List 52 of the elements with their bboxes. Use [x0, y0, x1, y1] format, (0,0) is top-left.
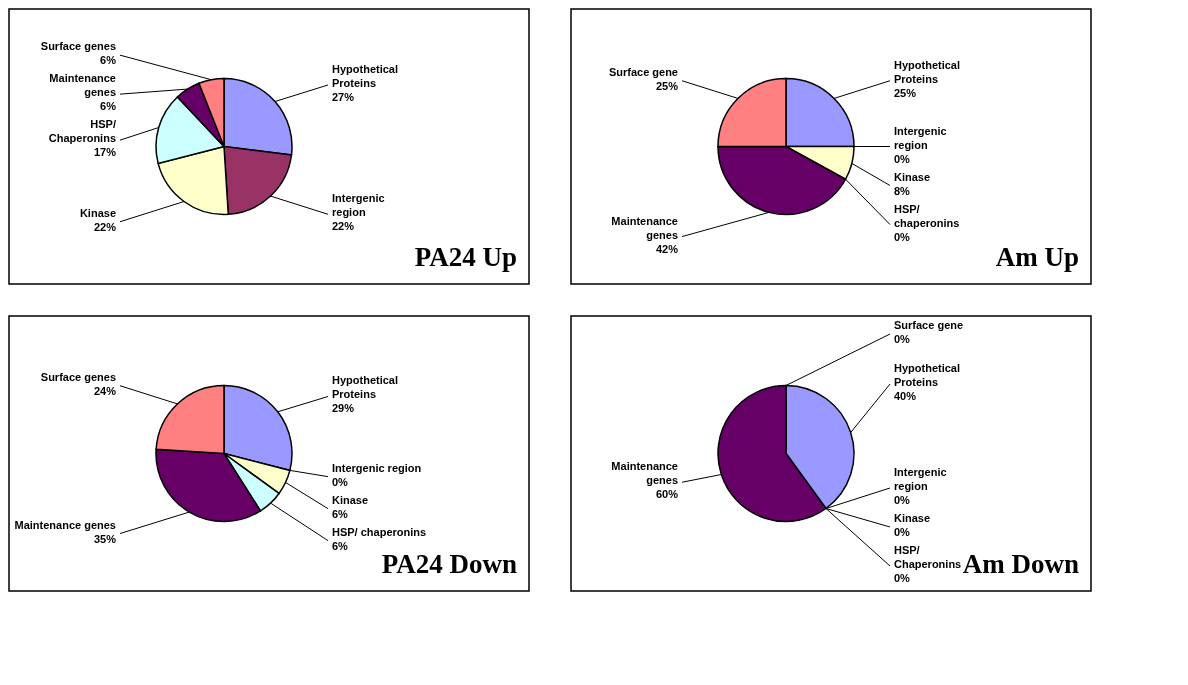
slice-label: Hypothetical Proteins — [894, 362, 961, 389]
category-label: Intergenic region — [894, 466, 947, 492]
text: PA24 Up — [414, 242, 517, 272]
text: 0% — [894, 526, 910, 538]
text: Am Up — [995, 242, 1079, 272]
text: PA24 Down — [381, 549, 517, 579]
data-label: 25% — [655, 79, 679, 92]
category-label: Surface gene — [894, 319, 964, 331]
data-label: 17% — [93, 146, 117, 159]
slice-label: Hypothetical Proteins — [332, 374, 399, 401]
slice-label: Maintenance genes — [611, 214, 678, 241]
slice-label: Surface gene — [608, 65, 678, 78]
slice-label: Kinase — [894, 170, 931, 183]
category-label: HSP/ chaperonins — [894, 202, 960, 229]
slice-label: HSP/ Chaperonins — [48, 118, 116, 145]
slice-label: Maintenance genes — [611, 460, 678, 487]
text: 0% — [332, 475, 348, 488]
text: 0% — [894, 333, 910, 345]
slice-label: Intergenic region — [332, 192, 385, 219]
slice-label: Surface genes — [40, 40, 116, 53]
data-label: 8% — [894, 184, 911, 197]
data-label: 6% — [100, 54, 117, 67]
text: 0% — [894, 152, 910, 165]
data-label: 27% — [332, 91, 355, 103]
data-label: 40% — [894, 390, 917, 403]
slice-label: Hypothetical Proteins — [894, 58, 961, 85]
slice-label: Surface genes — [40, 370, 116, 383]
data-label: 60% — [655, 488, 679, 501]
slice-label: Hypothetical Proteins — [332, 63, 399, 89]
text: 0% — [894, 572, 910, 584]
category-label: Kinase — [894, 512, 931, 524]
text: 0% — [894, 230, 910, 243]
data-label: 6% — [332, 539, 349, 552]
category-label: Intergenic region — [894, 124, 947, 151]
data-label: 42% — [655, 242, 679, 255]
data-label: 6% — [332, 507, 349, 520]
data-label: 6% — [100, 100, 117, 113]
slice-label: Kinase — [332, 493, 369, 506]
slice-label: Kinase — [79, 206, 116, 219]
slice-label: Maintenance genes — [49, 72, 116, 99]
slice-label: HSP/ chaperonins — [332, 525, 427, 538]
slice-label: Maintenance genes — [14, 518, 116, 531]
text: 0% — [894, 494, 910, 506]
legend-label: Intergenic region — [332, 461, 422, 474]
data-label: 22% — [332, 220, 355, 233]
text: Am Down — [962, 549, 1079, 579]
data-label: 25% — [894, 86, 917, 99]
data-label: 24% — [93, 384, 117, 397]
category-label: HSP/ Chaperonins — [894, 544, 962, 570]
data-label: 22% — [93, 220, 117, 233]
data-label: 35% — [93, 532, 117, 545]
data-label: 29% — [332, 402, 355, 415]
